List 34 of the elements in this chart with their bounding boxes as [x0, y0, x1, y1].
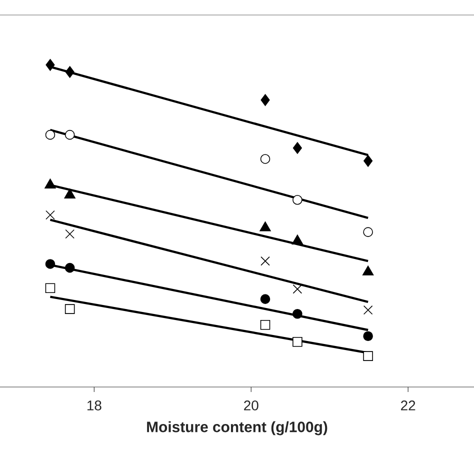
- point: [362, 266, 374, 276]
- point: [363, 305, 373, 315]
- point: [64, 130, 75, 140]
- x-tick-label: 20: [244, 400, 258, 410]
- point: [65, 66, 74, 78]
- point: [292, 284, 302, 294]
- point: [292, 234, 304, 244]
- point: [260, 320, 270, 330]
- point: [292, 194, 302, 205]
- point: [46, 59, 55, 71]
- x-axis-title: Moisture content (g/100g): [147, 421, 328, 436]
- point: [260, 154, 270, 164]
- point: [64, 188, 76, 198]
- point: [65, 229, 74, 239]
- point: [46, 210, 55, 220]
- point: [260, 94, 270, 106]
- point: [292, 337, 302, 347]
- point: [45, 283, 56, 294]
- point: [45, 259, 56, 269]
- x-tick-label: 22: [401, 400, 416, 410]
- x-tick-label: 18: [87, 400, 102, 410]
- point: [260, 221, 271, 232]
- point: [260, 294, 270, 304]
- point: [363, 351, 373, 361]
- point: [64, 304, 75, 314]
- point: [363, 331, 373, 342]
- point: [45, 130, 56, 140]
- point: [292, 308, 302, 319]
- point: [44, 178, 56, 188]
- point: [363, 227, 373, 237]
- point: [260, 256, 270, 266]
- point: [364, 155, 373, 167]
- point: [64, 262, 75, 273]
- point: [292, 142, 302, 154]
